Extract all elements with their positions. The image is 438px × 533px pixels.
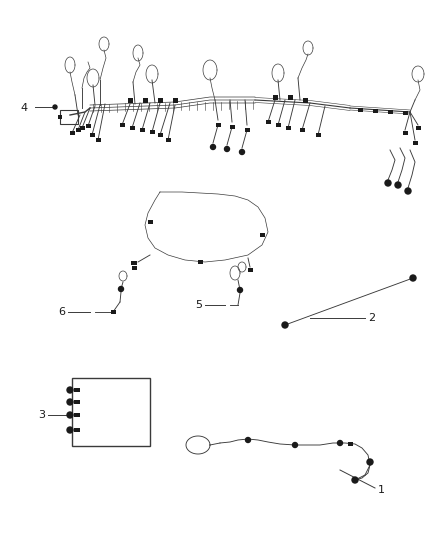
- Text: 2: 2: [368, 313, 375, 323]
- Bar: [198, 260, 202, 264]
- Text: 4: 4: [21, 103, 28, 113]
- Bar: [127, 98, 133, 102]
- Bar: [286, 126, 290, 130]
- Circle shape: [367, 459, 373, 465]
- Bar: [85, 124, 91, 128]
- Text: 6: 6: [58, 307, 65, 317]
- Bar: [148, 220, 152, 224]
- Bar: [230, 125, 234, 129]
- Circle shape: [246, 438, 251, 442]
- Circle shape: [395, 182, 401, 188]
- Bar: [416, 126, 420, 130]
- Bar: [287, 94, 293, 100]
- Bar: [276, 123, 280, 127]
- Bar: [131, 266, 137, 270]
- Bar: [120, 123, 124, 127]
- Bar: [70, 131, 74, 135]
- Bar: [110, 310, 116, 314]
- Circle shape: [67, 427, 73, 433]
- Bar: [403, 111, 407, 115]
- Circle shape: [352, 477, 358, 483]
- Bar: [272, 94, 278, 100]
- Circle shape: [240, 149, 244, 155]
- Bar: [139, 128, 145, 132]
- Bar: [95, 138, 100, 142]
- Circle shape: [338, 440, 343, 446]
- Bar: [372, 109, 378, 113]
- Bar: [74, 400, 80, 404]
- Circle shape: [67, 387, 73, 393]
- Circle shape: [53, 105, 57, 109]
- Circle shape: [405, 188, 411, 194]
- Bar: [72, 378, 150, 446]
- Bar: [130, 126, 134, 130]
- Circle shape: [211, 144, 215, 149]
- Bar: [300, 128, 304, 132]
- Circle shape: [67, 399, 73, 405]
- Bar: [149, 130, 155, 134]
- Bar: [142, 98, 148, 102]
- Bar: [315, 133, 321, 137]
- Bar: [403, 131, 407, 135]
- Bar: [75, 128, 81, 132]
- Circle shape: [119, 287, 124, 292]
- Circle shape: [225, 147, 230, 151]
- Bar: [74, 388, 80, 392]
- Bar: [259, 233, 265, 237]
- Bar: [60, 110, 78, 124]
- Bar: [80, 126, 85, 130]
- Bar: [166, 138, 170, 142]
- Bar: [388, 110, 392, 114]
- Bar: [357, 108, 363, 112]
- Bar: [265, 120, 271, 124]
- Text: 1: 1: [378, 485, 385, 495]
- Text: 3: 3: [38, 410, 45, 420]
- Bar: [244, 128, 250, 132]
- Bar: [131, 261, 137, 265]
- Bar: [247, 268, 252, 272]
- Bar: [158, 133, 162, 137]
- Bar: [89, 133, 95, 137]
- Bar: [58, 115, 62, 119]
- Bar: [74, 428, 80, 432]
- Circle shape: [282, 322, 288, 328]
- Bar: [303, 98, 307, 102]
- Bar: [173, 98, 177, 102]
- Bar: [413, 141, 417, 145]
- Bar: [347, 442, 353, 446]
- Bar: [74, 413, 80, 417]
- Circle shape: [293, 442, 297, 448]
- Circle shape: [385, 180, 391, 186]
- Text: 5: 5: [195, 300, 202, 310]
- Circle shape: [67, 412, 73, 418]
- Circle shape: [410, 275, 416, 281]
- Circle shape: [237, 287, 243, 293]
- Bar: [158, 98, 162, 102]
- Bar: [215, 123, 220, 127]
